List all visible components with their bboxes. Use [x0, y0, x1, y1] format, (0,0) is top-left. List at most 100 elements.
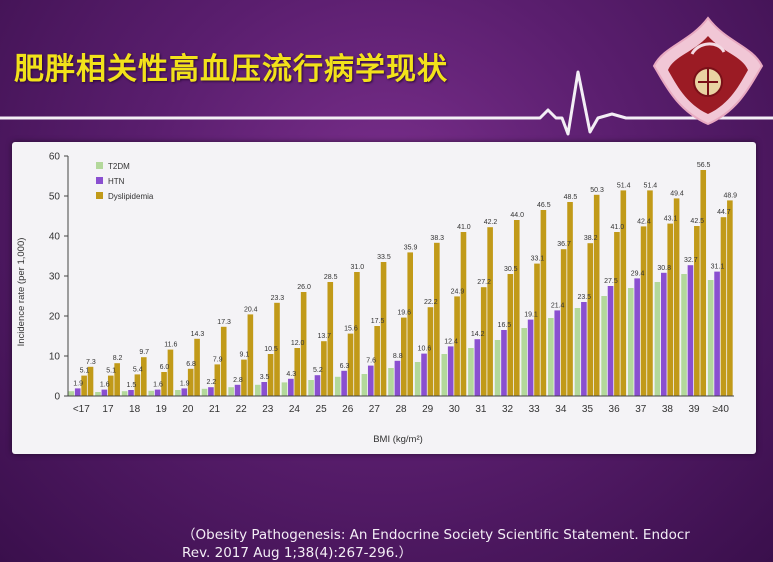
bar-dyslipidemia: [81, 375, 87, 396]
bar-data-label: 42.2: [484, 219, 498, 226]
bar-data-label: 29.4: [631, 270, 645, 277]
legend-swatch: [96, 162, 103, 169]
bar-series-3: [700, 170, 707, 396]
bar-data-label: 13.7: [317, 333, 331, 340]
legend-label: HTN: [108, 177, 125, 186]
x-tick-label: 18: [129, 404, 141, 415]
chart-panel: 0 10 20 30 40 50 60 1.9 5.1 7.3 1.6 5.1 8.2 1.5 5.4 9.…: [12, 142, 756, 454]
y-tick-label: 60: [49, 152, 61, 163]
bar-data-label: 32.7: [684, 257, 698, 264]
bar-dyslipidemia: [534, 263, 540, 396]
bar-t2dm: [707, 280, 714, 396]
bar-series-3: [434, 242, 440, 396]
bar-data-label: 6.0: [160, 364, 170, 371]
x-tick-label: 19: [156, 404, 168, 415]
bar-data-label: 42.4: [637, 218, 651, 225]
bar-t2dm: [68, 391, 75, 396]
bar-t2dm: [175, 390, 181, 396]
bar-series-3: [727, 200, 733, 396]
bar-t2dm: [468, 348, 474, 396]
legend-label: Dyslipidemia: [108, 192, 154, 201]
y-axis-label: Incidence rate (per 1,000): [16, 238, 27, 347]
bar-t2dm: [388, 368, 394, 396]
bar-data-label: 17.3: [217, 319, 231, 326]
bar-data-label: 51.4: [644, 182, 658, 189]
bar-data-label: 8.8: [393, 353, 403, 360]
bar-dyslipidemia: [507, 274, 514, 396]
y-tick-label: 0: [54, 392, 60, 403]
x-tick-label: 21: [209, 404, 221, 415]
bar-dyslipidemia: [454, 296, 460, 396]
x-axis-label: BMI (kg/m²): [373, 434, 423, 445]
bar-t2dm: [228, 387, 234, 396]
bmi-incidence-bar-chart: 0 10 20 30 40 50 60 1.9 5.1 7.3 1.6 5.1 8.2 1.5 5.4 9.…: [16, 152, 737, 446]
bar-htn: [261, 382, 267, 396]
bar-data-label: 12.0: [291, 340, 305, 347]
bar-data-label: 9.7: [139, 349, 149, 356]
bar-dyslipidemia: [614, 232, 620, 396]
bar-htn: [527, 319, 534, 396]
bar-data-label: 33.5: [377, 254, 391, 261]
bar-htn: [634, 278, 640, 396]
bar-t2dm: [441, 354, 448, 396]
bar-dyslipidemia: [401, 317, 407, 396]
bar-series-3: [673, 198, 680, 396]
bar-data-label: 6.8: [186, 361, 196, 368]
x-tick-label: 37: [635, 404, 647, 415]
bar-htn: [607, 286, 614, 396]
bar-data-label: 10.5: [264, 346, 278, 353]
bar-t2dm: [414, 362, 421, 396]
bar-data-label: 4.3: [286, 371, 296, 378]
citation-line-1: （Obesity Pathogenesis: An Endocrine Soci…: [182, 527, 690, 543]
bar-data-label: 21.4: [551, 302, 565, 309]
bar-data-label: 41.0: [611, 224, 625, 231]
bar-data-label: 31.0: [351, 264, 365, 271]
bar-htn: [394, 360, 401, 396]
bar-data-label: 24.9: [451, 288, 465, 295]
bar-dyslipidemia: [667, 223, 673, 396]
x-tick-label: 20: [182, 404, 194, 415]
bar-data-label: 23.3: [271, 295, 285, 302]
bar-dyslipidemia: [587, 243, 594, 396]
bar-data-label: 50.3: [590, 187, 604, 194]
y-tick-label: 30: [49, 272, 61, 283]
bar-data-label: 14.2: [471, 331, 485, 338]
bar-data-label: 2.8: [233, 377, 243, 384]
bar-series-3: [487, 227, 493, 396]
bar-data-label: 38.3: [430, 235, 444, 242]
bar-data-label: 48.9: [723, 192, 737, 199]
data-labels-group: 1.9 5.1 7.3 1.6 5.1 8.2 1.5 5.4 9.7 1.6 6.0 11.6 1.9…: [73, 162, 737, 389]
bar-series-3: [194, 338, 200, 396]
bar-htn: [234, 384, 241, 396]
bar-data-label: 2.2: [206, 379, 216, 386]
x-tick-label: 39: [688, 404, 700, 415]
bar-t2dm: [494, 340, 501, 396]
slide-title: 肥胖相关性高血压流行病学现状: [14, 52, 448, 87]
bar-htn: [661, 272, 667, 396]
bar-data-label: 23.5: [577, 294, 591, 301]
bar-dyslipidemia: [321, 341, 327, 396]
bar-htn: [314, 375, 321, 396]
heart-logo-icon: [652, 16, 764, 126]
bar-dyslipidemia: [134, 374, 141, 396]
bar-data-label: 44.7: [717, 209, 731, 216]
y-axis: 0 10 20 30 40 50 60: [49, 152, 69, 403]
bar-dyslipidemia: [267, 354, 274, 396]
bar-data-label: 5.4: [133, 366, 143, 373]
bar-data-label: 41.0: [457, 224, 471, 231]
bar-data-label: 38.2: [584, 235, 598, 242]
x-axis: <17 17 18 19 20 21 22 23 24 25 26 27 28 29 30 31 32 33 34 3…: [68, 395, 734, 415]
bar-series-3: [220, 326, 227, 396]
bar-data-label: 15.6: [344, 326, 358, 333]
x-tick-label: 26: [342, 404, 354, 415]
bar-dyslipidemia: [161, 372, 167, 396]
bar-data-label: 20.4: [244, 306, 258, 313]
x-tick-label: 32: [502, 404, 514, 415]
bar-htn: [288, 378, 294, 396]
bars-group: [68, 170, 733, 396]
bar-dyslipidemia: [640, 226, 647, 396]
bar-series-3: [354, 272, 360, 396]
bar-data-label: 49.4: [670, 190, 684, 197]
bar-data-label: 35.9: [404, 244, 418, 251]
